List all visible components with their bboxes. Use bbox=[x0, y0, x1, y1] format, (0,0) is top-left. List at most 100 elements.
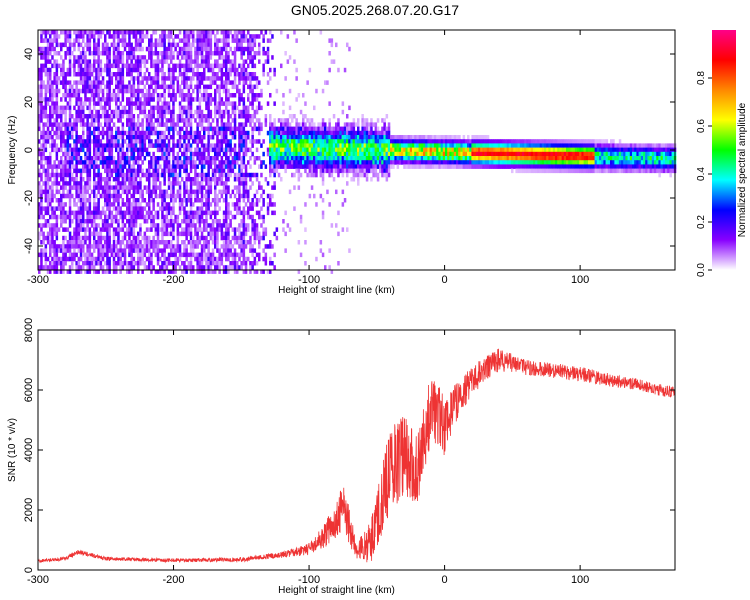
spectrogram-cell-2451 bbox=[163, 30, 166, 35]
spectrogram-cell-3821 bbox=[233, 114, 237, 119]
spectrogram-cell-304 bbox=[53, 76, 56, 81]
spectrogram-cell-1632 bbox=[119, 181, 122, 186]
spectrogram-cell-1269 bbox=[101, 160, 105, 165]
spectrogram-cell-1212 bbox=[99, 51, 103, 56]
spectrogram-cell-3832 bbox=[233, 164, 237, 169]
spectrogram-cell-3490 bbox=[216, 105, 219, 111]
spectrogram-cell-4137 bbox=[251, 139, 254, 144]
spectrogram-cell-2567 bbox=[167, 172, 171, 178]
spectrogram-cell-473 bbox=[62, 139, 65, 144]
spectrogram-cell-2502 bbox=[165, 34, 169, 39]
spectrogram-cell-1523 bbox=[115, 105, 118, 111]
spectrogram-cell-2461 bbox=[163, 80, 166, 85]
spectrogram-cell-4666 bbox=[315, 143, 318, 148]
spectrogram-cell-3176 bbox=[200, 51, 204, 56]
spectrogram-cell-2775 bbox=[178, 210, 182, 216]
spectrogram-cell-3082 bbox=[196, 55, 199, 60]
spectrogram-cell-2583 bbox=[167, 269, 171, 274]
spectrogram-cell-1110 bbox=[93, 240, 96, 245]
spectrogram-cell-3906 bbox=[238, 181, 241, 186]
spectrogram-cell-2362 bbox=[156, 231, 160, 237]
spectrogram-cell-4633 bbox=[310, 126, 314, 132]
spectrogram-cell-4661 bbox=[315, 88, 318, 94]
spectrogram-cell-4538 bbox=[297, 126, 301, 132]
spectrogram-cell-2159 bbox=[145, 248, 149, 253]
spectrogram-cell-2519 bbox=[165, 156, 169, 161]
spectrogram-cell-4405 bbox=[277, 160, 281, 165]
spectrogram-cell-2879 bbox=[185, 109, 188, 115]
spectrogram-cell-2914 bbox=[187, 34, 191, 39]
spectrogram-cell-2350 bbox=[156, 160, 160, 165]
spectrogram-cell-1930 bbox=[134, 76, 138, 81]
spectrogram-cell-2556 bbox=[167, 126, 171, 132]
spectrogram-cell-1915 bbox=[132, 240, 136, 245]
spectrogram-cell-1558 bbox=[117, 42, 120, 48]
spectrogram-cell-2892 bbox=[185, 168, 188, 174]
spectrogram-cell-2309 bbox=[154, 172, 158, 178]
spectrogram-cell-4548 bbox=[297, 168, 301, 174]
spectrogram-cell-3275 bbox=[205, 88, 208, 94]
spectrogram-cell-1186 bbox=[97, 151, 100, 157]
spectrogram-cell-1310 bbox=[104, 181, 107, 186]
spectrogram-cell-394 bbox=[57, 105, 61, 111]
spectrogram-cell-560 bbox=[66, 139, 70, 144]
spectrogram-cell-3483 bbox=[216, 59, 219, 64]
spectrogram-cell-2117 bbox=[143, 214, 147, 220]
spectrogram-cell-4251 bbox=[260, 193, 263, 199]
spectrogram-cell-2153 bbox=[145, 214, 149, 220]
spectrogram-cell-4540 bbox=[297, 135, 301, 140]
spectrogram-cell-4753 bbox=[328, 51, 331, 56]
spectrogram-cell-4102 bbox=[249, 156, 252, 161]
spectrogram-cell-3636 bbox=[222, 240, 226, 245]
spectrogram-cell-316 bbox=[53, 147, 56, 153]
spectrogram-cell-643 bbox=[71, 130, 74, 136]
spectrogram-cell-4566 bbox=[299, 172, 303, 178]
spectrogram-cell-1083 bbox=[93, 126, 96, 132]
spectrogram-cell-3967 bbox=[242, 46, 246, 52]
spectrogram-cell-665 bbox=[73, 42, 76, 48]
spectrogram-cell-4392 bbox=[275, 164, 279, 169]
spectrogram-cell-4916 bbox=[350, 143, 353, 148]
spectrogram-cell-3093 bbox=[196, 105, 199, 111]
spectrogram-cell-1248 bbox=[99, 265, 103, 270]
spectrogram-cell-2140 bbox=[145, 122, 149, 127]
spectrogram-cell-4380 bbox=[273, 252, 276, 258]
spectrogram-cell-3029 bbox=[192, 189, 195, 195]
spectrogram-cell-3960 bbox=[240, 248, 243, 253]
spectrogram-cell-4522 bbox=[295, 97, 298, 102]
spectrogram-cell-4242 bbox=[260, 93, 263, 98]
spectrogram-cell-3144 bbox=[198, 118, 202, 123]
spectrogram-cell-293 bbox=[51, 256, 54, 262]
spectrogram-cell-539 bbox=[64, 244, 67, 249]
spectrogram-cell-3585 bbox=[220, 164, 224, 169]
spectrogram-cell-2401 bbox=[159, 256, 162, 262]
spectrogram-cell-706 bbox=[75, 72, 78, 77]
spectrogram-cell-939 bbox=[86, 80, 89, 85]
spectrogram-cell-4714 bbox=[321, 156, 325, 161]
spectrogram-cell-1856 bbox=[130, 202, 133, 207]
spectrogram-cell-2432 bbox=[161, 172, 164, 178]
spectrogram-cell-4755 bbox=[328, 101, 331, 106]
spectrogram-cell-2318 bbox=[154, 227, 158, 232]
spectrogram-cell-2774 bbox=[178, 206, 182, 211]
spectrogram-cell-3125 bbox=[196, 265, 199, 270]
spectrogram-cell-3790 bbox=[231, 156, 235, 161]
spectrogram-cell-4658 bbox=[313, 168, 316, 174]
spectrogram-cell-4497 bbox=[291, 147, 294, 153]
spectrogram-cell-1769 bbox=[128, 30, 131, 35]
spectrogram-cell-4838 bbox=[339, 130, 342, 136]
spectrogram-cell-2716 bbox=[176, 118, 180, 123]
spectrogram-cell-4216 bbox=[258, 51, 261, 56]
spectrogram-cell-474 bbox=[62, 143, 65, 148]
spectrogram-cell-2231 bbox=[150, 164, 153, 169]
spectrogram-cell-3041 bbox=[192, 269, 195, 274]
spectrogram-cell-4990 bbox=[361, 164, 364, 169]
spectrogram-cell-4587 bbox=[304, 126, 307, 132]
spectrogram-cell-1953 bbox=[134, 206, 138, 211]
spectrogram-cell-574 bbox=[66, 227, 70, 232]
spectrogram-cell-3681 bbox=[225, 206, 228, 211]
spectrogram-cell-520 bbox=[64, 139, 67, 144]
spectrogram-cell-2871 bbox=[185, 67, 188, 73]
spectrogram-cell-2379 bbox=[159, 97, 162, 102]
spectrogram-cell-2518 bbox=[165, 151, 169, 157]
